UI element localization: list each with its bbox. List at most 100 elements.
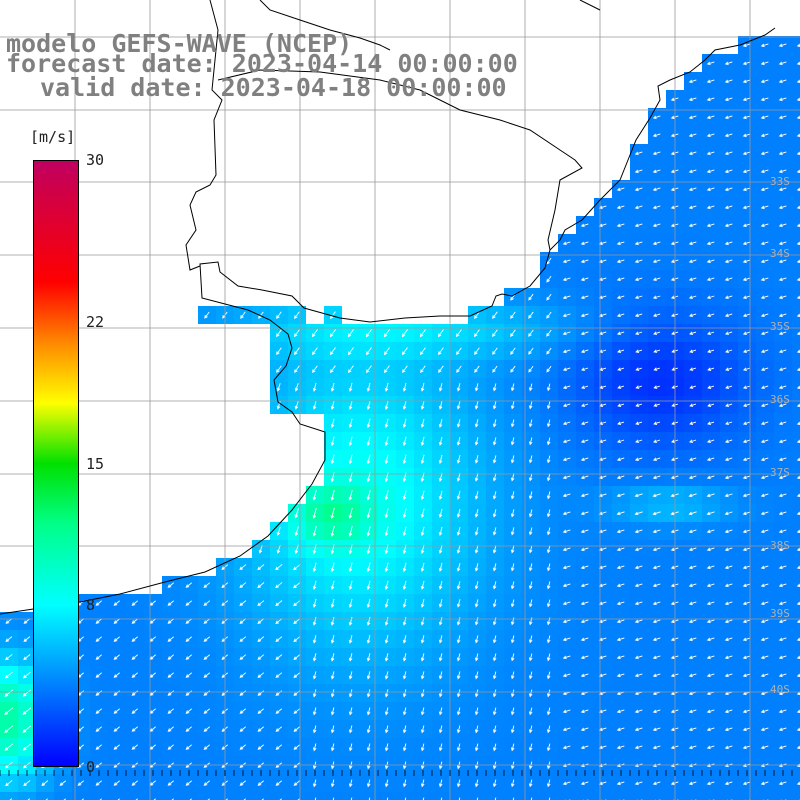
speed-cell xyxy=(792,396,800,414)
wind-vector xyxy=(474,437,479,446)
wind-vector xyxy=(4,689,14,697)
speed-cell xyxy=(792,540,800,558)
speed-cell xyxy=(288,792,306,800)
speed-cell xyxy=(792,594,800,612)
wind-vector xyxy=(546,329,552,337)
wind-vector xyxy=(510,725,515,734)
wind-vector xyxy=(438,580,443,590)
speed-cell xyxy=(792,468,800,486)
wind-vector xyxy=(366,365,372,374)
wind-vector xyxy=(366,400,371,411)
wind-vector xyxy=(653,385,660,389)
speed-cell xyxy=(792,180,800,198)
wind-vector xyxy=(492,455,497,464)
wind-vector xyxy=(95,690,103,696)
wind-vector xyxy=(203,582,211,588)
wind-vector xyxy=(438,418,443,428)
wind-vector xyxy=(760,439,769,444)
wind-vector xyxy=(492,779,497,788)
wind-vector xyxy=(476,797,479,800)
wind-vector xyxy=(688,781,697,786)
wind-vector xyxy=(598,511,607,516)
speed-cell xyxy=(792,630,800,648)
wind-vector xyxy=(366,653,371,662)
wind-vector xyxy=(492,527,497,536)
wind-vector xyxy=(580,457,589,462)
wind-vector xyxy=(203,618,211,624)
wind-vector xyxy=(617,349,625,353)
wind-vector xyxy=(528,329,534,337)
wind-vector xyxy=(528,293,534,301)
wind-vector xyxy=(724,655,733,660)
lat-label: 38S xyxy=(770,539,790,552)
wind-vector xyxy=(635,331,643,335)
wind-vector xyxy=(778,637,787,642)
wind-vector xyxy=(22,725,32,733)
speed-cell xyxy=(792,324,800,342)
wind-vector xyxy=(257,636,265,642)
wind-vector xyxy=(742,187,751,192)
wind-vector xyxy=(510,509,515,518)
wind-vector xyxy=(510,401,515,410)
wind-vector xyxy=(131,600,139,606)
wind-vector xyxy=(635,367,642,371)
wind-vector xyxy=(131,708,138,714)
wind-vector xyxy=(330,616,335,626)
wind-vector xyxy=(330,671,335,680)
wind-vector xyxy=(275,654,283,660)
wind-vector xyxy=(580,673,589,678)
wind-vector xyxy=(634,547,643,552)
wind-vector xyxy=(312,617,317,626)
speed-cell xyxy=(792,234,800,252)
wind-vector xyxy=(778,673,787,678)
wind-vector xyxy=(275,582,283,589)
wind-vector xyxy=(706,115,715,120)
wind-vector xyxy=(419,329,426,338)
wind-vector xyxy=(546,509,551,518)
wind-vector xyxy=(258,311,264,319)
wind-vector xyxy=(760,151,769,156)
wind-vector xyxy=(742,601,751,606)
wind-vector xyxy=(474,509,479,518)
wind-vector xyxy=(724,745,733,750)
wind-vector xyxy=(528,419,533,428)
lat-label: 39S xyxy=(770,607,790,620)
wind-vector xyxy=(402,490,407,501)
wind-vector xyxy=(724,529,733,534)
wind-vector xyxy=(760,457,769,462)
wind-vector xyxy=(113,654,120,660)
river-line xyxy=(259,0,601,51)
wind-vector xyxy=(113,672,120,678)
wind-vector xyxy=(492,401,497,410)
wind-vector xyxy=(707,349,715,353)
wind-vector xyxy=(420,526,425,537)
wind-vector xyxy=(420,436,425,447)
wind-vector xyxy=(131,744,138,750)
wind-vector xyxy=(22,743,31,751)
wind-vector xyxy=(760,43,769,48)
speed-cell xyxy=(108,792,126,800)
wind-vector xyxy=(203,654,211,660)
wind-vector xyxy=(185,744,193,750)
wind-vector xyxy=(760,187,769,192)
wind-vector xyxy=(438,383,443,392)
wind-vector xyxy=(546,545,551,554)
wind-vector xyxy=(688,709,697,714)
wind-vector xyxy=(510,311,516,319)
wind-vector xyxy=(510,473,515,482)
wind-vector xyxy=(366,707,371,716)
wind-vector xyxy=(95,708,103,714)
wind-vector xyxy=(510,347,516,355)
wind-vector xyxy=(688,241,697,246)
wind-vector xyxy=(203,690,211,696)
wind-vector xyxy=(366,616,371,626)
wind-vector xyxy=(384,418,389,429)
wind-vector xyxy=(330,743,335,752)
speed-cell xyxy=(792,90,800,108)
wind-vector xyxy=(404,797,407,800)
wind-vector xyxy=(402,617,407,626)
wind-vector xyxy=(725,421,733,426)
wind-vector xyxy=(634,619,643,624)
speed-cell xyxy=(792,270,800,288)
wind-vector xyxy=(546,473,551,482)
